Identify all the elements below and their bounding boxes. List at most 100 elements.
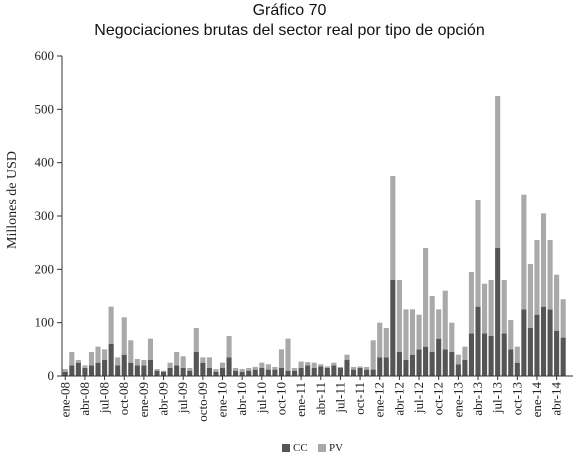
bar-pv-abr-10 bbox=[239, 369, 245, 372]
bar-pv-jun-12 bbox=[409, 309, 416, 355]
bar-pv-ene-08 bbox=[62, 369, 68, 372]
bar-cc-dic-09 bbox=[213, 371, 219, 376]
bar-pv-mar-09 bbox=[154, 369, 160, 371]
bars-layer bbox=[62, 96, 566, 376]
x-tick-label-jul-08: jul-08 bbox=[97, 382, 112, 414]
y-tick-label-100: 100 bbox=[35, 315, 55, 330]
bar-cc-abr-13 bbox=[475, 306, 481, 376]
bar-pv-sep-10 bbox=[272, 366, 278, 370]
bar-pv-ene-09 bbox=[141, 360, 147, 366]
bar-cc-nov-10 bbox=[285, 370, 291, 376]
bar-cc-jul-11 bbox=[337, 368, 343, 376]
x-tick-label-oct-13: oct-13 bbox=[509, 382, 524, 415]
bar-pv-feb-12 bbox=[383, 328, 389, 358]
bar-cc-nov-11 bbox=[364, 369, 370, 376]
bar-pv-may-10 bbox=[246, 368, 252, 371]
bar-pv-feb-13 bbox=[462, 346, 468, 360]
bar-cc-may-09 bbox=[167, 368, 173, 376]
legend: CC PV bbox=[282, 442, 343, 454]
bar-cc-dic-12 bbox=[449, 352, 455, 376]
bar-pv-jul-09 bbox=[180, 356, 186, 368]
bar-cc-dic-11 bbox=[370, 369, 376, 376]
bar-cc-ago-08 bbox=[108, 344, 114, 376]
bar-pv-may-13 bbox=[482, 283, 488, 334]
bar-cc-oct-08 bbox=[121, 354, 127, 376]
bar-pv-dic-08 bbox=[134, 358, 140, 366]
x-tick-label-jul-12: jul-12 bbox=[411, 382, 426, 414]
bar-cc-octo-09 bbox=[200, 362, 206, 376]
bar-pv-abr-09 bbox=[160, 370, 167, 372]
bar-cc-ene-13 bbox=[455, 364, 461, 376]
bar-cc-sep-11 bbox=[350, 369, 357, 376]
bar-pv-ene-14 bbox=[534, 240, 540, 315]
bar-cc-jun-09 bbox=[174, 365, 180, 376]
bar-pv-ago-09 bbox=[187, 368, 193, 371]
bar-cc-abr-12 bbox=[396, 352, 402, 376]
bar-cc-abr-14 bbox=[554, 330, 560, 376]
bar-cc-jul-10 bbox=[259, 368, 265, 376]
bar-pv-sep-13 bbox=[508, 320, 514, 350]
bar-pv-jul-08 bbox=[102, 349, 108, 360]
bar-cc-feb-09 bbox=[147, 360, 153, 376]
legend-label-pv: PV bbox=[329, 442, 343, 454]
bar-cc-mar-11 bbox=[311, 368, 317, 376]
bar-cc-may-14 bbox=[560, 337, 566, 376]
x-tick-label-abr-12: abr-12 bbox=[391, 382, 406, 416]
bar-pv-ago-11 bbox=[344, 354, 350, 360]
bar-pv-may-11 bbox=[324, 366, 330, 368]
bar-pv-ago-08 bbox=[108, 306, 114, 344]
bar-cc-jun-12 bbox=[409, 354, 416, 376]
y-tick-label-300: 300 bbox=[35, 208, 55, 223]
x-tick-label-abr-13: abr-13 bbox=[470, 382, 485, 416]
bar-cc-nov-08 bbox=[128, 362, 134, 376]
bar-cc-jun-08 bbox=[95, 362, 101, 376]
bar-cc-may-10 bbox=[246, 370, 252, 376]
legend-swatch-cc bbox=[282, 444, 290, 452]
x-tick-label-oct-08: oct-08 bbox=[116, 382, 131, 415]
bar-pv-abr-08 bbox=[82, 365, 88, 368]
bar-cc-feb-10 bbox=[226, 357, 232, 376]
bar-cc-may-08 bbox=[88, 365, 95, 376]
bar-pv-mar-10 bbox=[233, 368, 239, 371]
bar-cc-nov-13 bbox=[521, 309, 527, 376]
bar-pv-nov-10 bbox=[285, 338, 291, 371]
x-tick-label-jul-13: jul-13 bbox=[490, 382, 505, 414]
bar-cc-ago-10 bbox=[265, 369, 271, 376]
bar-pv-sep-08 bbox=[115, 357, 121, 366]
bar-cc-ene-09 bbox=[141, 365, 147, 376]
bar-pv-nov-12 bbox=[442, 290, 448, 350]
bar-pv-mar-11 bbox=[311, 362, 317, 368]
bar-cc-jun-11 bbox=[331, 365, 337, 376]
x-tick-label-ene-10: ene-10 bbox=[215, 382, 230, 417]
bar-cc-jul-08 bbox=[102, 360, 108, 376]
bar-pv-sep-09 bbox=[193, 328, 199, 352]
y-tick-label-400: 400 bbox=[35, 155, 55, 170]
bar-cc-ago-11 bbox=[344, 360, 350, 376]
bar-pv-nov-11 bbox=[364, 366, 370, 370]
bar-pv-nov-08 bbox=[128, 340, 134, 363]
bar-pv-may-14 bbox=[560, 299, 566, 338]
bar-pv-mar-14 bbox=[547, 240, 553, 310]
y-tick-label-200: 200 bbox=[35, 261, 55, 276]
bar-pv-feb-14 bbox=[540, 213, 547, 307]
bar-pv-feb-10 bbox=[226, 336, 232, 358]
bar-pv-mar-13 bbox=[468, 272, 475, 334]
bar-cc-feb-08 bbox=[69, 365, 75, 376]
bar-pv-feb-08 bbox=[69, 352, 75, 366]
bar-pv-oct-11 bbox=[357, 366, 363, 368]
bar-pv-dic-09 bbox=[213, 369, 219, 372]
bar-pv-dic-10 bbox=[292, 368, 298, 371]
bar-pv-oct-08 bbox=[121, 317, 127, 355]
bar-pv-oct-12 bbox=[436, 309, 442, 339]
bar-pv-oct-10 bbox=[278, 349, 285, 368]
bar-pv-jun-09 bbox=[174, 352, 180, 366]
bar-cc-feb-14 bbox=[540, 306, 547, 376]
bar-cc-nov-09 bbox=[206, 368, 212, 376]
x-tick-label-oct-11: oct-11 bbox=[352, 382, 367, 415]
bar-cc-feb-13 bbox=[462, 360, 468, 376]
bar-cc-mar-13 bbox=[468, 333, 475, 376]
x-axis-ticks: ene-08 abr-08 jul-08 oct-08 ene-09 abr-09 jul-… bbox=[57, 376, 564, 422]
y-tick-label-600: 600 bbox=[35, 48, 55, 63]
bar-pv-sep-12 bbox=[429, 296, 435, 352]
x-tick-label-ene-12: ene-12 bbox=[372, 382, 387, 417]
